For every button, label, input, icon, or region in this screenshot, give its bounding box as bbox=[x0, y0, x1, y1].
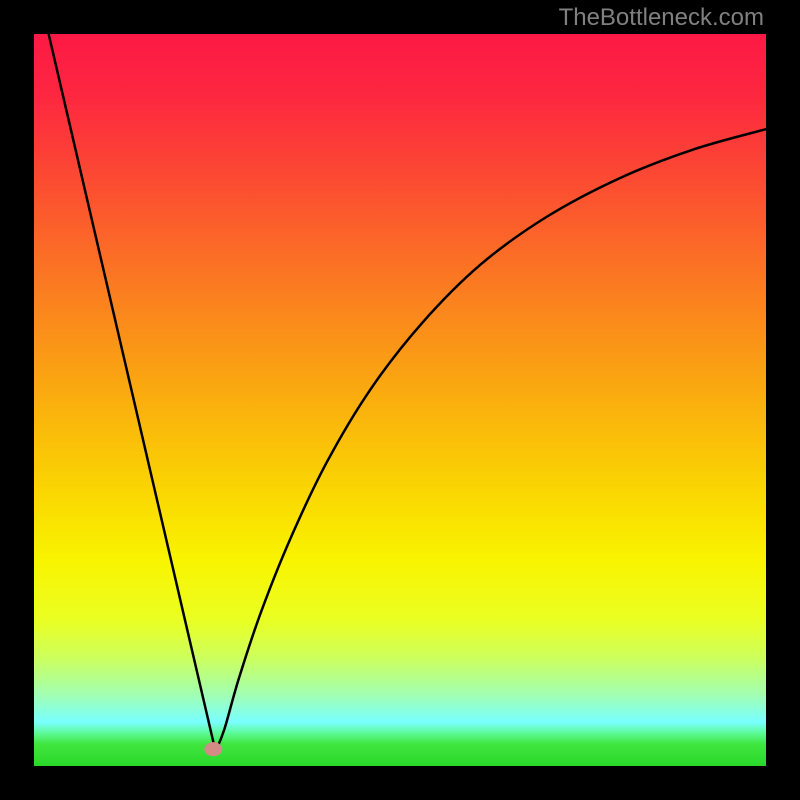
chart-frame: TheBottleneck.com bbox=[0, 0, 800, 800]
gradient-background bbox=[34, 34, 766, 766]
bottleneck-marker bbox=[204, 742, 222, 756]
plot-area bbox=[34, 34, 766, 766]
plot-svg bbox=[34, 34, 766, 766]
border-right bbox=[766, 0, 800, 800]
border-bottom bbox=[0, 766, 800, 800]
watermark-text: TheBottleneck.com bbox=[559, 4, 764, 32]
border-left bbox=[0, 0, 34, 800]
